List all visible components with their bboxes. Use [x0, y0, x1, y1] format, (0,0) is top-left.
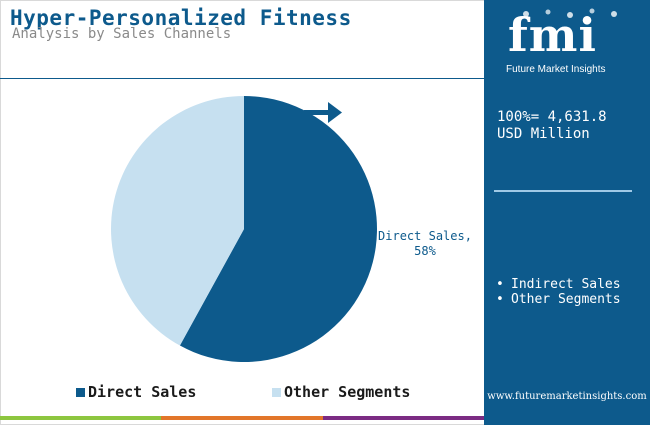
pie-slice-direct-sales — [179, 96, 377, 362]
logo-dots-icon — [523, 8, 617, 18]
chart-title: Hyper-Personalized Fitness — [10, 6, 352, 30]
side-panel: fmi Future Market Insights 100%= 4,631.8… — [484, 0, 650, 425]
right-arrow-icon — [304, 102, 342, 123]
logo-wordmark: fmi — [508, 8, 597, 62]
chart-subtitle: Analysis by Sales Channels — [12, 26, 232, 42]
website-link[interactable]: www.futuremarketinsights.com — [487, 391, 647, 402]
slice-label-direct-sales: Direct Sales, — [378, 229, 472, 243]
legend-item-other-segments: Other Segments — [272, 383, 410, 401]
pie-slice-other-segments — [110, 95, 244, 346]
bullet-icon: • — [496, 277, 504, 292]
pie-chart: Direct Sales, 58% — [110, 95, 472, 362]
legend-swatch-other-segments — [272, 387, 281, 397]
segment-list: • Indirect Sales • Other Segments — [496, 277, 621, 307]
bottom-color-bar — [0, 416, 484, 420]
bottom-bar-purple — [322, 416, 484, 420]
market-total-unit: USD Million — [497, 126, 590, 142]
legend-label-direct-sales: Direct Sales — [88, 383, 197, 401]
panel-divider — [494, 190, 632, 192]
segment-list-label: Other Segments — [511, 292, 621, 307]
title-divider — [0, 78, 484, 79]
pie-slices — [110, 95, 377, 362]
bottom-bar-green — [0, 416, 162, 420]
market-total-value: 100%= 4,631.8 — [497, 109, 607, 125]
legend-item-direct-sales: Direct Sales — [76, 383, 196, 401]
bullet-icon: • — [496, 292, 504, 307]
legend-swatch-direct-sales — [76, 387, 85, 397]
logo-caption: Future Market Insights — [506, 64, 606, 75]
segment-list-item: • Other Segments — [496, 292, 621, 307]
bottom-bar-orange — [161, 416, 323, 420]
segment-list-label: Indirect Sales — [511, 277, 621, 292]
slice-value-direct-sales: 58% — [414, 244, 436, 258]
legend-label-other-segments: Other Segments — [284, 383, 411, 401]
segment-list-item: • Indirect Sales — [496, 277, 621, 292]
fmi-logo: fmi Future Market Insights — [484, 0, 650, 80]
